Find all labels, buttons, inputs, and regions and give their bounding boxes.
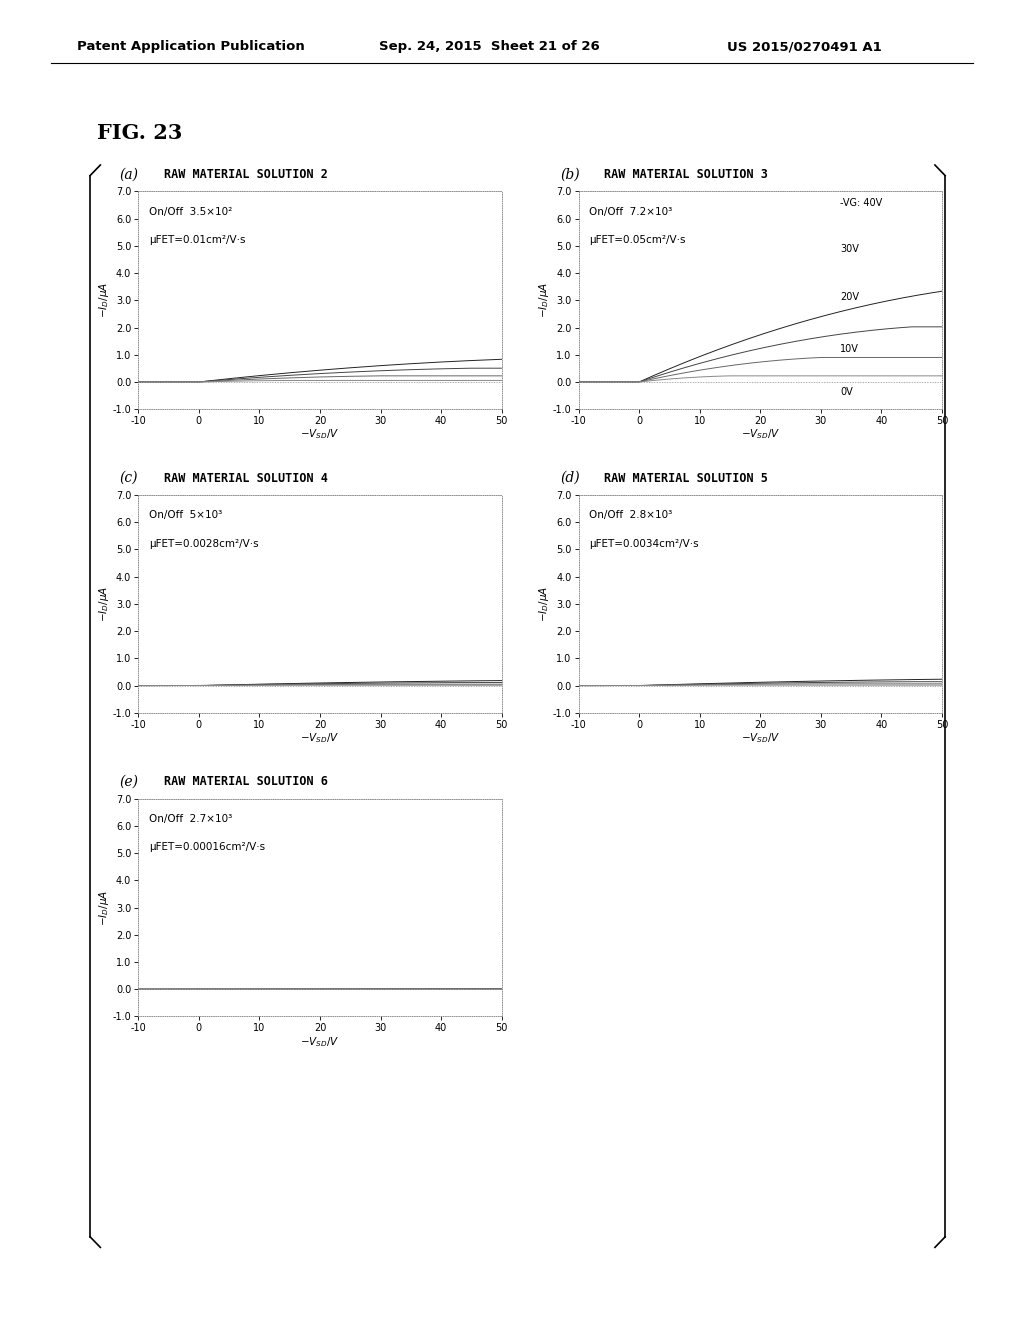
Text: (d): (d) <box>560 471 580 484</box>
Text: On/Off  7.2×10³: On/Off 7.2×10³ <box>590 207 673 216</box>
Y-axis label: $-I_D/\mu A$: $-I_D/\mu A$ <box>538 586 552 622</box>
Text: 10V: 10V <box>841 345 859 354</box>
Y-axis label: $-I_D/\mu A$: $-I_D/\mu A$ <box>97 586 112 622</box>
Text: RAW MATERIAL SOLUTION 2: RAW MATERIAL SOLUTION 2 <box>164 168 328 181</box>
Text: RAW MATERIAL SOLUTION 4: RAW MATERIAL SOLUTION 4 <box>164 471 328 484</box>
Text: (e): (e) <box>120 775 139 788</box>
Text: 0V: 0V <box>841 388 853 397</box>
X-axis label: $-V_{SD}/V$: $-V_{SD}/V$ <box>300 428 340 441</box>
Text: FIG. 23: FIG. 23 <box>97 123 182 143</box>
X-axis label: $-V_{SD}/V$: $-V_{SD}/V$ <box>300 1035 340 1048</box>
Text: On/Off  2.8×10³: On/Off 2.8×10³ <box>590 511 673 520</box>
Text: μFET=0.0034cm²/V·s: μFET=0.0034cm²/V·s <box>590 539 699 549</box>
Text: RAW MATERIAL SOLUTION 3: RAW MATERIAL SOLUTION 3 <box>604 168 768 181</box>
Text: RAW MATERIAL SOLUTION 6: RAW MATERIAL SOLUTION 6 <box>164 775 328 788</box>
Text: Sep. 24, 2015  Sheet 21 of 26: Sep. 24, 2015 Sheet 21 of 26 <box>379 40 600 53</box>
Text: μFET=0.0028cm²/V·s: μFET=0.0028cm²/V·s <box>150 539 259 549</box>
Text: μFET=0.05cm²/V·s: μFET=0.05cm²/V·s <box>590 235 686 246</box>
Text: RAW MATERIAL SOLUTION 5: RAW MATERIAL SOLUTION 5 <box>604 471 768 484</box>
Text: 20V: 20V <box>841 292 859 301</box>
Text: (b): (b) <box>560 168 580 181</box>
Text: (c): (c) <box>120 471 138 484</box>
X-axis label: $-V_{SD}/V$: $-V_{SD}/V$ <box>740 428 780 441</box>
Text: On/Off  5×10³: On/Off 5×10³ <box>150 511 222 520</box>
Text: US 2015/0270491 A1: US 2015/0270491 A1 <box>727 40 882 53</box>
Y-axis label: $-I_D/\mu A$: $-I_D/\mu A$ <box>97 890 112 925</box>
Text: On/Off  3.5×10²: On/Off 3.5×10² <box>150 207 232 216</box>
Y-axis label: $-I_D/\mu A$: $-I_D/\mu A$ <box>97 282 112 318</box>
Text: μFET=0.01cm²/V·s: μFET=0.01cm²/V·s <box>150 235 246 246</box>
Text: On/Off  2.7×10³: On/Off 2.7×10³ <box>150 814 232 824</box>
Text: Patent Application Publication: Patent Application Publication <box>77 40 304 53</box>
X-axis label: $-V_{SD}/V$: $-V_{SD}/V$ <box>300 731 340 744</box>
X-axis label: $-V_{SD}/V$: $-V_{SD}/V$ <box>740 731 780 744</box>
Y-axis label: $-I_D/\mu A$: $-I_D/\mu A$ <box>538 282 552 318</box>
Text: μFET=0.00016cm²/V·s: μFET=0.00016cm²/V·s <box>150 842 265 853</box>
Text: 30V: 30V <box>841 244 859 253</box>
Text: -VG: 40V: -VG: 40V <box>841 198 883 209</box>
Text: (a): (a) <box>120 168 139 181</box>
